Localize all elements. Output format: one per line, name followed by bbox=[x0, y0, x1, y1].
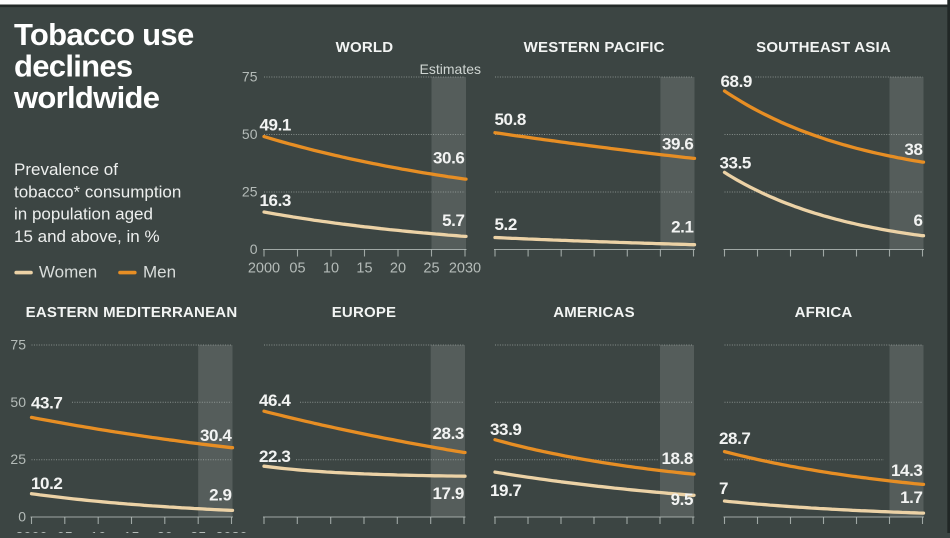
svg-text:25: 25 bbox=[423, 261, 439, 277]
svg-text:5.2: 5.2 bbox=[495, 215, 517, 234]
svg-text:15: 15 bbox=[356, 261, 372, 277]
svg-text:1.7: 1.7 bbox=[900, 488, 922, 507]
svg-text:50: 50 bbox=[10, 394, 26, 410]
svg-text:6: 6 bbox=[913, 211, 922, 230]
svg-text:17.9: 17.9 bbox=[433, 484, 465, 503]
svg-text:30.6: 30.6 bbox=[433, 149, 465, 168]
svg-text:0: 0 bbox=[250, 241, 258, 257]
svg-text:43.7: 43.7 bbox=[31, 394, 63, 413]
svg-text:39.6: 39.6 bbox=[662, 135, 694, 154]
svg-text:2.1: 2.1 bbox=[671, 218, 693, 237]
svg-text:68.9: 68.9 bbox=[721, 72, 753, 91]
svg-text:49.1: 49.1 bbox=[260, 116, 292, 135]
svg-text:75: 75 bbox=[10, 337, 26, 353]
svg-text:28.3: 28.3 bbox=[433, 424, 465, 443]
svg-text:2030: 2030 bbox=[449, 261, 481, 277]
svg-text:50.8: 50.8 bbox=[495, 110, 527, 129]
svg-text:AMERICAS: AMERICAS bbox=[553, 304, 635, 321]
svg-text:worldwide: worldwide bbox=[13, 80, 160, 115]
svg-text:2000: 2000 bbox=[248, 261, 280, 277]
svg-text:33.5: 33.5 bbox=[720, 154, 752, 173]
svg-text:15 and above, in %: 15 and above, in % bbox=[14, 227, 160, 246]
svg-text:33.9: 33.9 bbox=[490, 420, 522, 439]
svg-text:05: 05 bbox=[289, 261, 305, 277]
svg-text:Estimates: Estimates bbox=[420, 61, 481, 77]
svg-text:19.7: 19.7 bbox=[490, 481, 522, 500]
svg-text:18.8: 18.8 bbox=[662, 449, 694, 468]
svg-text:14.3: 14.3 bbox=[891, 461, 923, 480]
svg-text:9.5: 9.5 bbox=[671, 490, 693, 509]
svg-text:0: 0 bbox=[18, 509, 26, 525]
svg-text:25: 25 bbox=[10, 451, 26, 467]
svg-text:declines: declines bbox=[14, 49, 132, 84]
svg-text:25: 25 bbox=[242, 184, 258, 200]
svg-text:EUROPE: EUROPE bbox=[332, 304, 397, 321]
svg-text:50: 50 bbox=[242, 126, 258, 142]
svg-text:22.3: 22.3 bbox=[259, 447, 291, 466]
svg-text:EASTERN MEDITERRANEAN: EASTERN MEDITERRANEAN bbox=[26, 304, 238, 321]
svg-text:SOUTHEAST ASIA: SOUTHEAST ASIA bbox=[756, 39, 891, 56]
svg-text:Men: Men bbox=[143, 263, 176, 282]
svg-text:38: 38 bbox=[904, 140, 922, 159]
svg-text:Prevalence of: Prevalence of bbox=[14, 160, 118, 179]
svg-text:20: 20 bbox=[390, 261, 406, 277]
svg-text:7: 7 bbox=[719, 479, 728, 498]
svg-text:28.7: 28.7 bbox=[719, 429, 751, 448]
svg-text:WORLD: WORLD bbox=[336, 39, 394, 56]
svg-text:10: 10 bbox=[323, 261, 339, 277]
svg-text:AFRICA: AFRICA bbox=[795, 304, 853, 321]
svg-text:in population aged: in population aged bbox=[14, 205, 153, 224]
svg-text:10.2: 10.2 bbox=[31, 474, 63, 493]
svg-text:tobacco* consumption: tobacco* consumption bbox=[14, 182, 181, 201]
svg-text:5.7: 5.7 bbox=[442, 211, 464, 230]
svg-text:Tobacco use: Tobacco use bbox=[14, 17, 194, 52]
svg-text:16.3: 16.3 bbox=[260, 191, 292, 210]
svg-text:75: 75 bbox=[242, 69, 258, 85]
svg-text:30.4: 30.4 bbox=[200, 426, 232, 445]
svg-text:46.4: 46.4 bbox=[259, 391, 291, 410]
svg-text:2.9: 2.9 bbox=[209, 486, 231, 505]
svg-text:WESTERN PACIFIC: WESTERN PACIFIC bbox=[524, 39, 665, 56]
svg-text:Women: Women bbox=[39, 263, 97, 282]
